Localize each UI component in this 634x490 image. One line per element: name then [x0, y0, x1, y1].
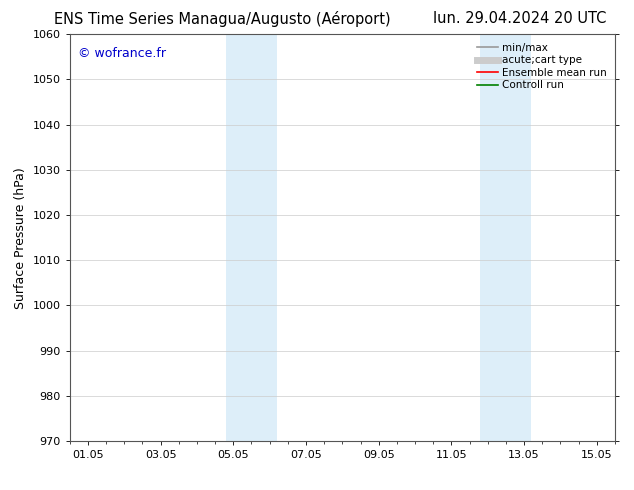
- Text: ENS Time Series Managua/Augusto (Aéroport): ENS Time Series Managua/Augusto (Aéropor…: [54, 11, 390, 27]
- Bar: [481, 34, 531, 441]
- Text: © wofrance.fr: © wofrance.fr: [78, 47, 166, 59]
- Legend: min/max, acute;cart type, Ensemble mean run, Controll run: min/max, acute;cart type, Ensemble mean …: [474, 40, 610, 94]
- Bar: [226, 34, 277, 441]
- Y-axis label: Surface Pressure (hPa): Surface Pressure (hPa): [14, 167, 27, 309]
- Text: lun. 29.04.2024 20 UTC: lun. 29.04.2024 20 UTC: [433, 11, 607, 26]
